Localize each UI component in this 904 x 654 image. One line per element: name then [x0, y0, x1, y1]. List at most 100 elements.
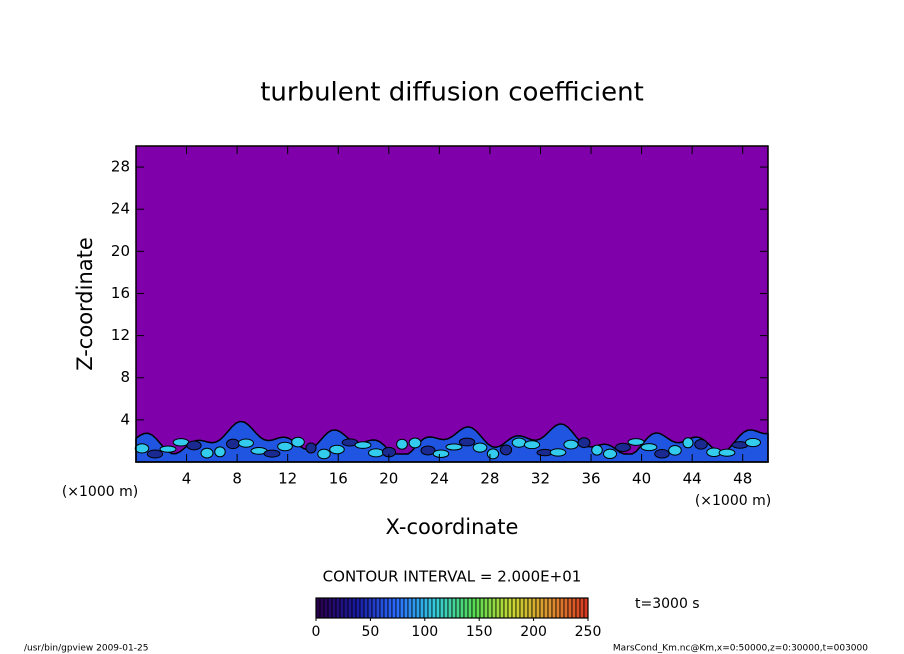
x-tick-label: 4 [182, 470, 192, 488]
colorbar-cell [495, 597, 501, 619]
eddy [563, 439, 579, 450]
colorbar-cell [363, 597, 369, 619]
eddy [591, 444, 603, 456]
colorbar-cell [483, 597, 489, 619]
eddy [432, 449, 450, 458]
eddy [226, 438, 240, 450]
colorbar-cell [547, 597, 553, 619]
colorbar-cell [367, 597, 373, 619]
eddy [263, 449, 281, 458]
colorbar-frame [315, 597, 589, 619]
colorbar-cell [551, 597, 557, 619]
colorbar-cell [379, 597, 385, 619]
eddy [523, 440, 541, 450]
colorbar-cell [563, 597, 569, 619]
eddy [367, 448, 385, 458]
colorbar-tick-label: 150 [466, 624, 493, 640]
eddy [486, 448, 500, 460]
eddy [615, 442, 631, 452]
x-tick-label: 28 [480, 470, 499, 488]
eddy [577, 437, 591, 449]
eddy [146, 449, 164, 459]
colorbar-cell [503, 597, 509, 619]
eddy [420, 445, 436, 456]
colorbar-cell [391, 597, 397, 619]
eddy [472, 442, 488, 453]
x-axis-label: X-coordinate [386, 515, 519, 539]
eddy [602, 448, 618, 460]
colorbar-cell [443, 597, 449, 619]
eddy [305, 442, 317, 454]
x-tick-label: 48 [733, 470, 752, 488]
colorbar-cell [535, 597, 541, 619]
colorbar-cell [475, 597, 481, 619]
colorbar-cell [499, 597, 505, 619]
y-tick-label: 4 [120, 410, 130, 428]
eddy [640, 443, 658, 452]
y-tick-label: 16 [111, 284, 130, 302]
y-tick-label: 8 [120, 368, 130, 386]
colorbar-cell [327, 597, 333, 619]
colorbar-cell [323, 597, 329, 619]
x-tick-label: 12 [278, 470, 297, 488]
colorbar-cell [543, 597, 549, 619]
x-tick-label: 8 [232, 470, 242, 488]
colorbar-cell [319, 597, 325, 619]
eddy [668, 445, 682, 456]
eddy [745, 437, 761, 448]
field-background [136, 146, 768, 462]
colorbar-tick-label: 100 [411, 624, 438, 640]
y-tick-label: 28 [111, 158, 130, 176]
colorbar-cell [519, 597, 525, 619]
colorbar-cell [435, 597, 441, 619]
colorbar-cell [471, 597, 477, 619]
contour-interval: CONTOUR INTERVAL = 2.000E+01 [323, 568, 582, 586]
y-tick-label: 20 [111, 242, 130, 260]
colorbar-cell [467, 597, 473, 619]
colorbar-cell [527, 597, 533, 619]
colorbar-cell [515, 597, 521, 619]
eddy [329, 444, 345, 455]
eddy [718, 448, 736, 457]
x-tick-label: 44 [683, 470, 702, 488]
x-tick-label: 36 [581, 470, 600, 488]
eddy [511, 437, 527, 448]
colorbar-cell [359, 597, 365, 619]
colorbar-cell [427, 597, 433, 619]
colorbar-cell [351, 597, 357, 619]
colorbar-cell [539, 597, 545, 619]
colorbar-cell [531, 597, 537, 619]
eddy [654, 448, 670, 459]
eddy [317, 448, 331, 460]
x-tick-label: 16 [329, 470, 348, 488]
footer-left: /usr/bin/gpview 2009-01-25 [24, 644, 148, 654]
colorbar-cell [411, 597, 417, 619]
eddy [458, 437, 476, 447]
chart-title: turbulent diffusion coefficient [260, 78, 644, 108]
colorbar-cell [375, 597, 381, 619]
colorbar-cell [419, 597, 425, 619]
y-tick-label: 24 [111, 200, 130, 218]
colorbar-tick-label: 0 [312, 624, 321, 640]
eddy [354, 441, 372, 449]
eddy [214, 446, 226, 458]
colorbar-cell [451, 597, 457, 619]
x-tick-label: 24 [430, 470, 449, 488]
eddy [549, 448, 567, 457]
colorbar-cell [343, 597, 349, 619]
eddy [694, 439, 708, 450]
eddy [499, 444, 513, 456]
eddy [445, 443, 463, 451]
colorbar-cell [355, 597, 361, 619]
colorbar-cell [455, 597, 461, 619]
eddy [200, 447, 214, 459]
colorbar-cell [415, 597, 421, 619]
colorbar-cell [559, 597, 565, 619]
colorbar-cell [579, 597, 585, 619]
colorbar-cell [463, 597, 469, 619]
colorbar-cell [339, 597, 345, 619]
colorbar-cell [487, 597, 493, 619]
colorbar-cell [407, 597, 413, 619]
colorbar-cell [371, 597, 377, 619]
